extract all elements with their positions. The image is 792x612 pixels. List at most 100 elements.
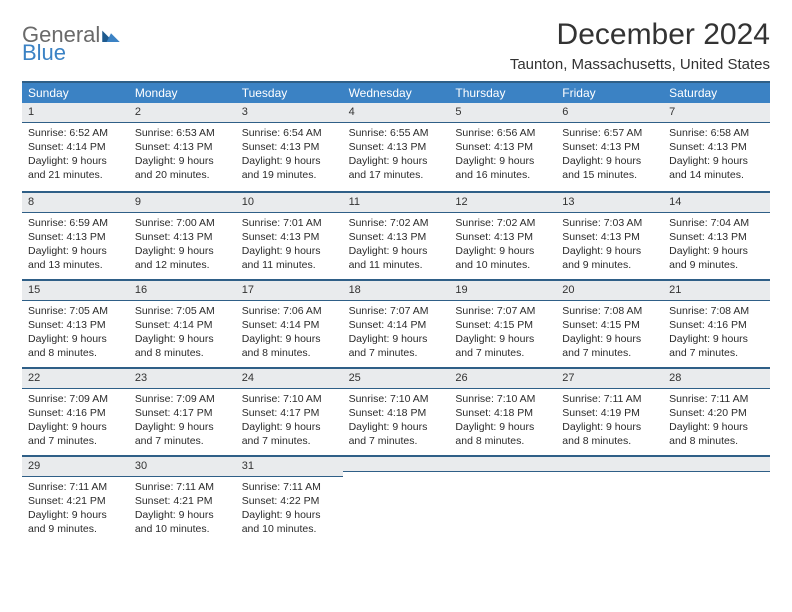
day-cell: 12Sunrise: 7:02 AMSunset: 4:13 PMDayligh… — [449, 191, 556, 279]
daylight-text: Daylight: 9 hours and 21 minutes. — [28, 154, 123, 182]
day-body: Sunrise: 7:10 AMSunset: 4:18 PMDaylight:… — [449, 389, 556, 455]
sunset-text: Sunset: 4:13 PM — [349, 230, 444, 244]
sunset-text: Sunset: 4:15 PM — [562, 318, 657, 332]
sunset-text: Sunset: 4:13 PM — [135, 140, 230, 154]
daylight-text: Daylight: 9 hours and 7 minutes. — [669, 332, 764, 360]
sunrise-text: Sunrise: 6:52 AM — [28, 126, 123, 140]
sunrise-text: Sunrise: 6:54 AM — [242, 126, 337, 140]
daylight-text: Daylight: 9 hours and 13 minutes. — [28, 244, 123, 272]
day-body: Sunrise: 7:06 AMSunset: 4:14 PMDaylight:… — [236, 301, 343, 367]
sunrise-text: Sunrise: 7:10 AM — [455, 392, 550, 406]
day-number: 15 — [22, 279, 129, 301]
sunrise-text: Sunrise: 6:53 AM — [135, 126, 230, 140]
day-body: Sunrise: 7:03 AMSunset: 4:13 PMDaylight:… — [556, 213, 663, 279]
day-cell: 3Sunrise: 6:54 AMSunset: 4:13 PMDaylight… — [236, 103, 343, 191]
sunset-text: Sunset: 4:13 PM — [562, 230, 657, 244]
weeks-container: 1Sunrise: 6:52 AMSunset: 4:14 PMDaylight… — [22, 103, 770, 543]
day-body: Sunrise: 7:09 AMSunset: 4:16 PMDaylight:… — [22, 389, 129, 455]
day-cell: 29Sunrise: 7:11 AMSunset: 4:21 PMDayligh… — [22, 455, 129, 543]
daylight-text: Daylight: 9 hours and 12 minutes. — [135, 244, 230, 272]
day-cell: 5Sunrise: 6:56 AMSunset: 4:13 PMDaylight… — [449, 103, 556, 191]
day-number: 17 — [236, 279, 343, 301]
day-cell: 10Sunrise: 7:01 AMSunset: 4:13 PMDayligh… — [236, 191, 343, 279]
daylight-text: Daylight: 9 hours and 14 minutes. — [669, 154, 764, 182]
daylight-text: Daylight: 9 hours and 8 minutes. — [455, 420, 550, 448]
day-number: 3 — [236, 103, 343, 123]
day-number: 20 — [556, 279, 663, 301]
day-body: Sunrise: 6:57 AMSunset: 4:13 PMDaylight:… — [556, 123, 663, 189]
sunset-text: Sunset: 4:13 PM — [669, 230, 764, 244]
day-body: Sunrise: 6:59 AMSunset: 4:13 PMDaylight:… — [22, 213, 129, 279]
day-number: 22 — [22, 367, 129, 389]
day-body: Sunrise: 7:02 AMSunset: 4:13 PMDaylight:… — [449, 213, 556, 279]
daylight-text: Daylight: 9 hours and 8 minutes. — [135, 332, 230, 360]
sunrise-text: Sunrise: 7:09 AM — [135, 392, 230, 406]
dow-tuesday: Tuesday — [236, 81, 343, 103]
week-row: 1Sunrise: 6:52 AMSunset: 4:14 PMDaylight… — [22, 103, 770, 191]
day-number: 1 — [22, 103, 129, 123]
dow-thursday: Thursday — [449, 81, 556, 103]
day-body: Sunrise: 7:11 AMSunset: 4:20 PMDaylight:… — [663, 389, 770, 455]
sunrise-text: Sunrise: 7:11 AM — [242, 480, 337, 494]
sunset-text: Sunset: 4:21 PM — [28, 494, 123, 508]
day-cell-blank — [449, 455, 556, 543]
dow-friday: Friday — [556, 81, 663, 103]
day-body: Sunrise: 7:11 AMSunset: 4:21 PMDaylight:… — [129, 477, 236, 543]
sunset-text: Sunset: 4:13 PM — [669, 140, 764, 154]
sunrise-text: Sunrise: 7:11 AM — [135, 480, 230, 494]
dow-saturday: Saturday — [663, 81, 770, 103]
daylight-text: Daylight: 9 hours and 8 minutes. — [669, 420, 764, 448]
sunrise-text: Sunrise: 7:02 AM — [349, 216, 444, 230]
day-number: 28 — [663, 367, 770, 389]
day-number: 16 — [129, 279, 236, 301]
daylight-text: Daylight: 9 hours and 7 minutes. — [242, 420, 337, 448]
day-cell-blank — [343, 455, 450, 543]
dow-monday: Monday — [129, 81, 236, 103]
sunrise-text: Sunrise: 7:08 AM — [669, 304, 764, 318]
day-body: Sunrise: 6:56 AMSunset: 4:13 PMDaylight:… — [449, 123, 556, 189]
sunset-text: Sunset: 4:22 PM — [242, 494, 337, 508]
day-body: Sunrise: 6:52 AMSunset: 4:14 PMDaylight:… — [22, 123, 129, 189]
day-cell: 18Sunrise: 7:07 AMSunset: 4:14 PMDayligh… — [343, 279, 450, 367]
day-body: Sunrise: 7:07 AMSunset: 4:14 PMDaylight:… — [343, 301, 450, 367]
daylight-text: Daylight: 9 hours and 10 minutes. — [242, 508, 337, 536]
sunset-text: Sunset: 4:17 PM — [135, 406, 230, 420]
day-cell: 23Sunrise: 7:09 AMSunset: 4:17 PMDayligh… — [129, 367, 236, 455]
day-cell: 19Sunrise: 7:07 AMSunset: 4:15 PMDayligh… — [449, 279, 556, 367]
sunrise-text: Sunrise: 7:11 AM — [28, 480, 123, 494]
week-row: 22Sunrise: 7:09 AMSunset: 4:16 PMDayligh… — [22, 367, 770, 455]
daylight-text: Daylight: 9 hours and 8 minutes. — [562, 420, 657, 448]
day-number: 30 — [129, 455, 236, 477]
day-number: 8 — [22, 191, 129, 213]
day-cell: 26Sunrise: 7:10 AMSunset: 4:18 PMDayligh… — [449, 367, 556, 455]
sunset-text: Sunset: 4:13 PM — [28, 230, 123, 244]
day-body: Sunrise: 7:11 AMSunset: 4:22 PMDaylight:… — [236, 477, 343, 543]
day-cell: 20Sunrise: 7:08 AMSunset: 4:15 PMDayligh… — [556, 279, 663, 367]
day-number: 31 — [236, 455, 343, 477]
week-row: 8Sunrise: 6:59 AMSunset: 4:13 PMDaylight… — [22, 191, 770, 279]
day-body: Sunrise: 7:08 AMSunset: 4:16 PMDaylight:… — [663, 301, 770, 367]
day-number — [343, 455, 450, 472]
sunset-text: Sunset: 4:13 PM — [242, 230, 337, 244]
dow-sunday: Sunday — [22, 81, 129, 103]
sunset-text: Sunset: 4:17 PM — [242, 406, 337, 420]
day-cell: 30Sunrise: 7:11 AMSunset: 4:21 PMDayligh… — [129, 455, 236, 543]
daylight-text: Daylight: 9 hours and 16 minutes. — [455, 154, 550, 182]
sunset-text: Sunset: 4:18 PM — [349, 406, 444, 420]
daylight-text: Daylight: 9 hours and 7 minutes. — [455, 332, 550, 360]
day-body: Sunrise: 6:54 AMSunset: 4:13 PMDaylight:… — [236, 123, 343, 189]
sunrise-text: Sunrise: 6:56 AM — [455, 126, 550, 140]
sunset-text: Sunset: 4:14 PM — [242, 318, 337, 332]
daylight-text: Daylight: 9 hours and 7 minutes. — [562, 332, 657, 360]
day-cell: 31Sunrise: 7:11 AMSunset: 4:22 PMDayligh… — [236, 455, 343, 543]
day-number: 6 — [556, 103, 663, 123]
day-cell: 22Sunrise: 7:09 AMSunset: 4:16 PMDayligh… — [22, 367, 129, 455]
day-body: Sunrise: 6:55 AMSunset: 4:13 PMDaylight:… — [343, 123, 450, 189]
day-cell-blank — [663, 455, 770, 543]
day-number — [449, 455, 556, 472]
dow-wednesday: Wednesday — [343, 81, 450, 103]
day-number: 23 — [129, 367, 236, 389]
day-cell: 25Sunrise: 7:10 AMSunset: 4:18 PMDayligh… — [343, 367, 450, 455]
sunrise-text: Sunrise: 7:05 AM — [28, 304, 123, 318]
sunset-text: Sunset: 4:14 PM — [349, 318, 444, 332]
